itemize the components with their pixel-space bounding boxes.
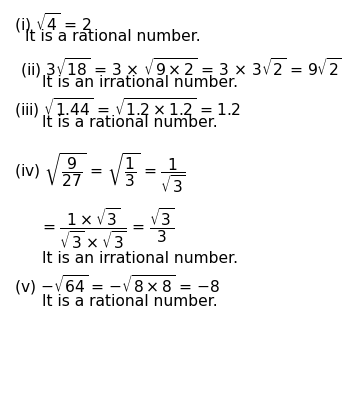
Text: = $\dfrac{1 \times \sqrt{3}}{\sqrt{3} \times \sqrt{3}}$ = $\dfrac{\sqrt{3}}{3}$: = $\dfrac{1 \times \sqrt{3}}{\sqrt{3} \t… xyxy=(42,206,174,251)
Text: It is an irrational number.: It is an irrational number. xyxy=(42,251,238,266)
Text: (iv) $\sqrt{\dfrac{9}{27}}$ = $\sqrt{\dfrac{1}{3}}$ = $\dfrac{1}{\sqrt{3}}$: (iv) $\sqrt{\dfrac{9}{27}}$ = $\sqrt{\df… xyxy=(14,151,186,195)
Text: (i) $\sqrt{4}$ = 2: (i) $\sqrt{4}$ = 2 xyxy=(14,11,92,35)
Text: It is a rational number.: It is a rational number. xyxy=(25,29,201,44)
Text: (v) $-\sqrt{64}$ = $-\sqrt{8 \times 8}$ = −8: (v) $-\sqrt{64}$ = $-\sqrt{8 \times 8}$ … xyxy=(14,273,221,297)
Text: It is a rational number.: It is a rational number. xyxy=(42,294,217,309)
Text: It is a rational number.: It is a rational number. xyxy=(42,115,217,130)
Text: (iii) $\sqrt{1.44}$ = $\sqrt{1.2 \times 1.2}$ = 1.2: (iii) $\sqrt{1.44}$ = $\sqrt{1.2 \times … xyxy=(14,96,242,120)
Text: It is an irrational number.: It is an irrational number. xyxy=(42,75,238,90)
Text: (ii) $3\sqrt{18}$ = 3 × $\sqrt{9 \times 2}$ = 3 × 3$\sqrt{2}$ = 9$\sqrt{2}$: (ii) $3\sqrt{18}$ = 3 × $\sqrt{9 \times … xyxy=(20,56,342,79)
